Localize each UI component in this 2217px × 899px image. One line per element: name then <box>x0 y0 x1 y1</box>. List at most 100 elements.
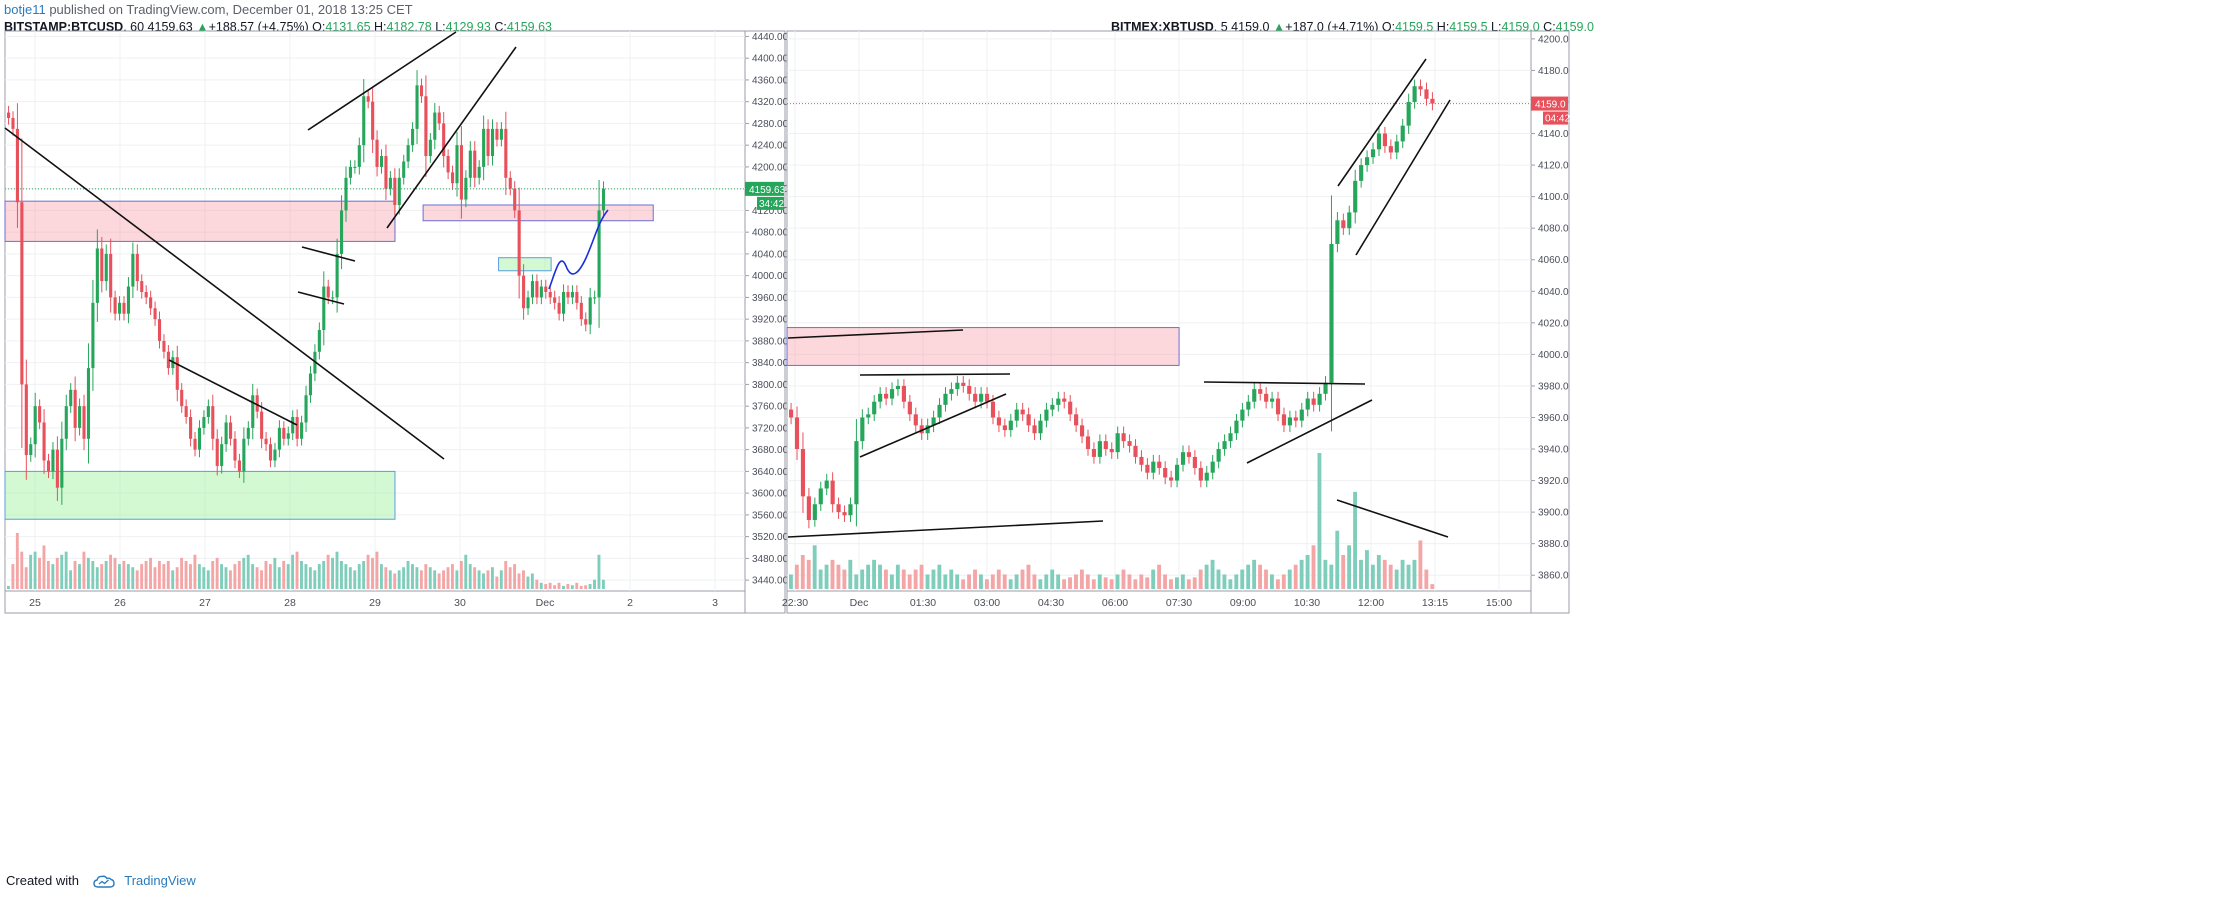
candle-body <box>366 96 370 102</box>
volume-bar <box>937 564 942 589</box>
candle-body <box>437 112 441 124</box>
x-tick-label: 04:30 <box>1038 597 1064 609</box>
volume-bar <box>1246 564 1251 589</box>
volume-bar <box>1032 574 1037 589</box>
candle-body <box>544 286 548 292</box>
volume-bar <box>95 567 99 589</box>
volume-bar <box>1133 579 1138 589</box>
x-tick-label: 13:15 <box>1422 597 1448 609</box>
price-label: 4159.63 <box>749 185 786 196</box>
candle-body <box>340 210 344 254</box>
volume-bar <box>335 551 339 589</box>
volume-bar <box>113 557 117 589</box>
candle-body <box>579 302 583 320</box>
y-tick-label: 3520.00 <box>752 532 789 543</box>
candle-body <box>842 512 847 516</box>
volume-bar <box>996 569 1001 589</box>
candle-body <box>1074 414 1079 426</box>
volume-bar <box>255 567 259 589</box>
y-tick-label: 4000.0 <box>1538 350 1569 361</box>
volume-bar <box>451 564 454 589</box>
candle-body <box>322 286 326 331</box>
candle-body <box>1062 398 1067 402</box>
candle-body <box>526 297 530 309</box>
candle-body <box>919 425 924 434</box>
candle-body <box>393 177 397 205</box>
volume-bar <box>215 557 219 589</box>
volume-bar <box>260 570 263 589</box>
volume-bar <box>943 574 948 589</box>
volume-bar <box>1234 574 1239 589</box>
volume-bar <box>1335 530 1340 589</box>
candle-body <box>1103 441 1108 450</box>
volume-bar <box>1394 569 1399 589</box>
tradingview-brand-link[interactable]: TradingView <box>124 873 196 888</box>
candle-body <box>375 139 379 167</box>
volume-bar <box>1382 559 1387 589</box>
candle-body <box>984 393 990 402</box>
price-label-box <box>745 181 784 196</box>
volume-bar <box>1091 579 1096 589</box>
volume-bar <box>919 564 924 589</box>
candle-body <box>1347 212 1352 229</box>
candle-body <box>246 427 250 439</box>
volume-bar <box>304 564 308 589</box>
volume-bar <box>499 570 503 589</box>
x-tick-label: 12:00 <box>1358 597 1384 609</box>
y-tick-label: 4020.0 <box>1538 318 1569 329</box>
volume-bar <box>73 561 77 589</box>
candle-body <box>1418 86 1423 90</box>
x-tick-label: 29 <box>369 597 381 609</box>
candle-body <box>513 188 517 211</box>
candle-body <box>1014 409 1019 421</box>
volume-bar <box>1275 579 1280 589</box>
volume-bar <box>955 574 960 589</box>
candle-body <box>15 128 19 203</box>
volume-bar <box>830 559 835 589</box>
candle-body <box>473 150 477 178</box>
volume-bar <box>1192 577 1197 589</box>
author-name[interactable]: botje11 <box>4 2 46 17</box>
volume-bar <box>517 573 521 589</box>
candle-body <box>1341 220 1346 229</box>
candle-body <box>131 253 135 287</box>
volume-bar <box>925 574 930 589</box>
candle-body <box>490 128 495 157</box>
volume-bar <box>7 585 10 589</box>
volume-bar <box>584 585 588 589</box>
candle-body <box>162 340 166 352</box>
volume-bar <box>353 570 357 589</box>
trendline-drawings[interactable] <box>4 31 1451 538</box>
candle-body <box>884 393 889 399</box>
volume-bar <box>1038 579 1043 589</box>
volume-bar <box>513 564 517 589</box>
volume-bar <box>508 567 512 589</box>
y-tick-label: 4080.00 <box>752 228 789 239</box>
candle-body <box>46 460 51 472</box>
volume-bar <box>979 574 983 589</box>
candle-body <box>282 427 286 439</box>
y-tick-label: 4240.00 <box>752 141 789 152</box>
volume-bar <box>1157 564 1162 589</box>
x-tick-label: 2 <box>627 597 633 609</box>
candle-body <box>446 156 450 173</box>
candle-body <box>242 438 246 472</box>
volume-bar <box>282 561 286 589</box>
y-tick-label: 3800.00 <box>752 380 789 391</box>
volume-bar <box>86 557 90 589</box>
chart-panel-left[interactable]: 4440.00 4400.00 4360.00 4320.00 4280.00 4240.… <box>4 30 789 614</box>
volume-bar <box>526 576 530 589</box>
candle-body <box>95 248 99 303</box>
candle-body <box>1032 425 1037 434</box>
volume-bar <box>1050 569 1055 589</box>
volume-bar <box>69 570 73 589</box>
countdown-box <box>757 196 784 210</box>
chart-panel-right[interactable]: 4200.04180.04160.04140.04120.04100.04080… <box>782 30 1571 614</box>
volume-bar <box>1430 584 1435 589</box>
volume-bar <box>1097 574 1102 589</box>
candle-body <box>1376 133 1382 150</box>
y-tick-label: 4320.00 <box>752 97 789 108</box>
volume-bar <box>1062 579 1067 589</box>
candle-body <box>1204 472 1209 481</box>
